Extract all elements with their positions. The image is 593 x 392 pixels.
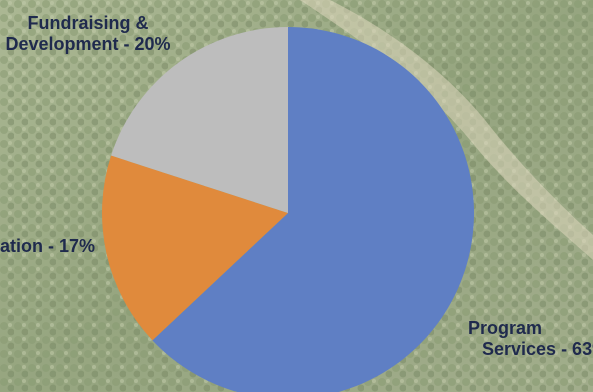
slice-label-administration: Administration - 17% [0,236,95,256]
background-road [300,0,593,260]
pie-slices [102,27,474,392]
pie-slice-fundraising-development [111,27,288,213]
slice-label-fundraising-development: Fundraising & Development - 20% [5,13,170,54]
pie-slice-administration [102,155,288,341]
pie-slice-program-services [152,27,474,392]
